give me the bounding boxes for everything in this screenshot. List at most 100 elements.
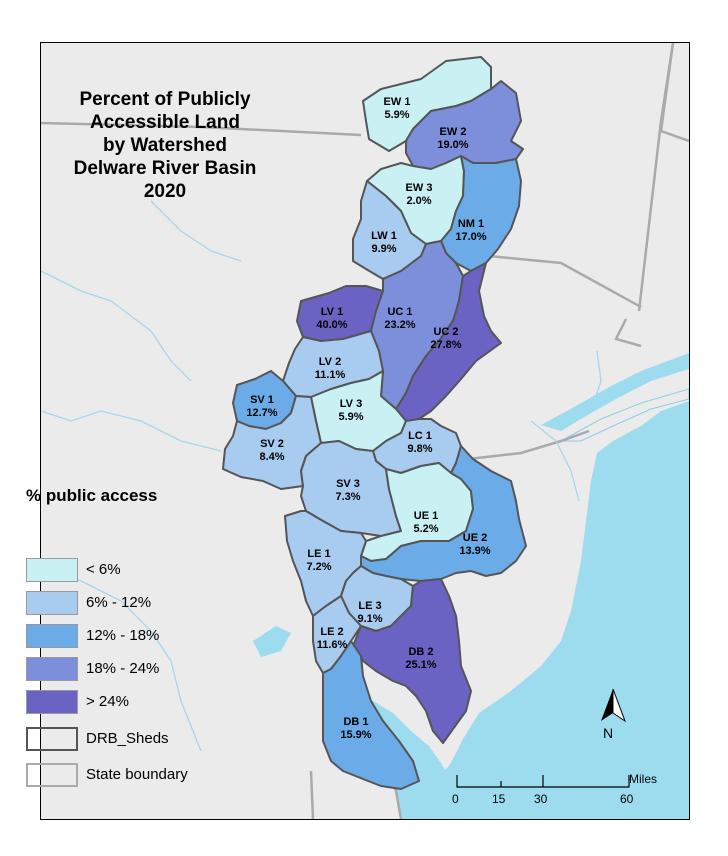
shed-label-ue1: UE 1 5.2%: [396, 510, 456, 536]
shed-code: NM 1: [457, 218, 485, 230]
shed-value: 5.9%: [384, 109, 410, 121]
legend-label-drb-sheds: DRB_Sheds: [86, 730, 169, 747]
shed-value: 25.1%: [405, 659, 437, 671]
shed-label-le2: LE 2 11.6%: [302, 626, 362, 652]
shed-value: 12.7%: [246, 407, 278, 419]
scale-tick-30: 30: [534, 792, 548, 806]
shed-db2: [352, 578, 472, 744]
shed-label-lv1: LV 1 40.0%: [302, 306, 362, 332]
legend-label-class-3: 12% - 18%: [86, 627, 160, 644]
shed-value: 17.0%: [455, 231, 487, 243]
map-canvas: [41, 43, 689, 819]
shed-value: 9.8%: [407, 443, 433, 455]
title-line-4: Delware River Basin: [73, 158, 257, 179]
shed-label-lc1: LC 1 9.8%: [390, 430, 450, 456]
shed-code: EW 3: [405, 182, 433, 194]
long-island-sound: [541, 353, 689, 431]
shed-label-nm1: NM 1 17.0%: [441, 218, 501, 244]
shed-label-sv2: SV 2 8.4%: [242, 438, 302, 464]
shed-label-ew2: EW 2 19.0%: [423, 126, 483, 152]
shed-value: 11.1%: [314, 369, 346, 381]
shed-value: 40.0%: [316, 319, 348, 331]
shed-label-uc1: UC 1 23.2%: [370, 306, 430, 332]
shed-value: 7.3%: [335, 491, 361, 503]
shed-code: LC 1: [408, 430, 432, 442]
shed-code: LW 1: [371, 230, 397, 242]
map-frame: N: [40, 42, 690, 820]
shed-value: 8.4%: [259, 451, 285, 463]
legend-swatch-class-1: [26, 558, 78, 582]
shed-code: UE 1: [413, 510, 439, 522]
shed-value: 19.0%: [437, 139, 469, 151]
rivers: [41, 200, 602, 752]
shed-value: 9.1%: [357, 613, 383, 625]
shed-code: DB 2: [408, 646, 434, 658]
shed-code: LV 1: [320, 306, 344, 318]
shed-value: 5.2%: [413, 523, 439, 535]
shed-db1: [322, 640, 420, 790]
shed-label-sv1: SV 1 12.7%: [232, 394, 292, 420]
shed-label-lv3: LV 3 5.9%: [321, 398, 381, 424]
shed-label-uc2: UC 2 27.8%: [416, 326, 476, 352]
shed-code: LE 3: [358, 600, 382, 612]
legend-swatch-drb-sheds: [26, 727, 78, 751]
legend-label-state-boundary: State boundary: [86, 766, 188, 783]
shed-value: 11.6%: [316, 639, 348, 651]
shed-code: LV 2: [318, 356, 342, 368]
shed-label-ue2: UE 2 13.9%: [445, 532, 505, 558]
watershed-polygons: [222, 56, 527, 790]
legend-label-class-5: > 24%: [86, 693, 129, 710]
legend-swatch-class-3: [26, 624, 78, 648]
legend-label-class-2: 6% - 12%: [86, 594, 152, 611]
shed-label-le3: LE 3 9.1%: [340, 600, 400, 626]
legend-label-class-1: < 6%: [86, 561, 121, 578]
shed-code: SV 3: [336, 478, 360, 490]
shed-code: EW 1: [383, 96, 411, 108]
title-line-3: by Watershed: [103, 135, 227, 156]
shed-code: LE 1: [307, 548, 331, 560]
scale-tick-60: 60: [620, 792, 634, 806]
shed-code: EW 2: [439, 126, 467, 138]
shed-label-db1: DB 1 15.9%: [326, 716, 386, 742]
shed-value: 15.9%: [340, 729, 372, 741]
shed-label-le1: LE 1 7.2%: [289, 548, 349, 574]
shed-label-sv3: SV 3 7.3%: [318, 478, 378, 504]
shed-code: UE 2: [462, 532, 488, 544]
shed-value: 2.0%: [406, 195, 432, 207]
long-island: [560, 388, 689, 442]
legend-title: % public access: [26, 486, 158, 505]
north-arrow-label: N: [603, 725, 614, 741]
scale-bar: [456, 775, 630, 788]
legend-swatch-class-2: [26, 591, 78, 615]
shed-code: SV 2: [260, 438, 284, 450]
shed-value: 7.2%: [306, 561, 332, 573]
shed-code: LE 2: [320, 626, 344, 638]
shed-label-ew1: EW 1 5.9%: [367, 96, 427, 122]
shed-value: 5.9%: [338, 411, 364, 423]
shed-code: SV 1: [250, 394, 274, 406]
shed-uc2: [395, 262, 502, 422]
scale-unit-label: Miles: [629, 772, 658, 786]
shed-value: 13.9%: [459, 545, 491, 557]
shed-label-ew3: EW 3 2.0%: [389, 182, 449, 208]
shed-code: UC 1: [387, 306, 413, 318]
north-arrow-icon: [601, 688, 627, 723]
scale-tick-15: 15: [492, 792, 506, 806]
shed-code: DB 1: [343, 716, 369, 728]
legend-swatch-class-4: [26, 657, 78, 681]
title-line-1: Percent of Publicly: [79, 89, 251, 110]
shed-label-db2: DB 2 25.1%: [391, 646, 451, 672]
legend-swatch-class-5: [26, 690, 78, 714]
title-line-5: 2020: [143, 181, 187, 202]
shed-value: 23.2%: [384, 319, 416, 331]
west-lake: [253, 626, 291, 657]
title-line-2: Accessible Land: [90, 112, 240, 133]
shed-code: LV 3: [339, 398, 363, 410]
legend-swatch-state-boundary: [26, 763, 78, 787]
shed-label-lw1: LW 1 9.9%: [354, 230, 414, 256]
shed-label-lv2: LV 2 11.1%: [300, 356, 360, 382]
legend-label-class-4: 18% - 24%: [86, 660, 160, 677]
shed-value: 27.8%: [430, 339, 462, 351]
shed-code: UC 2: [433, 326, 459, 338]
shed-value: 9.9%: [371, 243, 397, 255]
